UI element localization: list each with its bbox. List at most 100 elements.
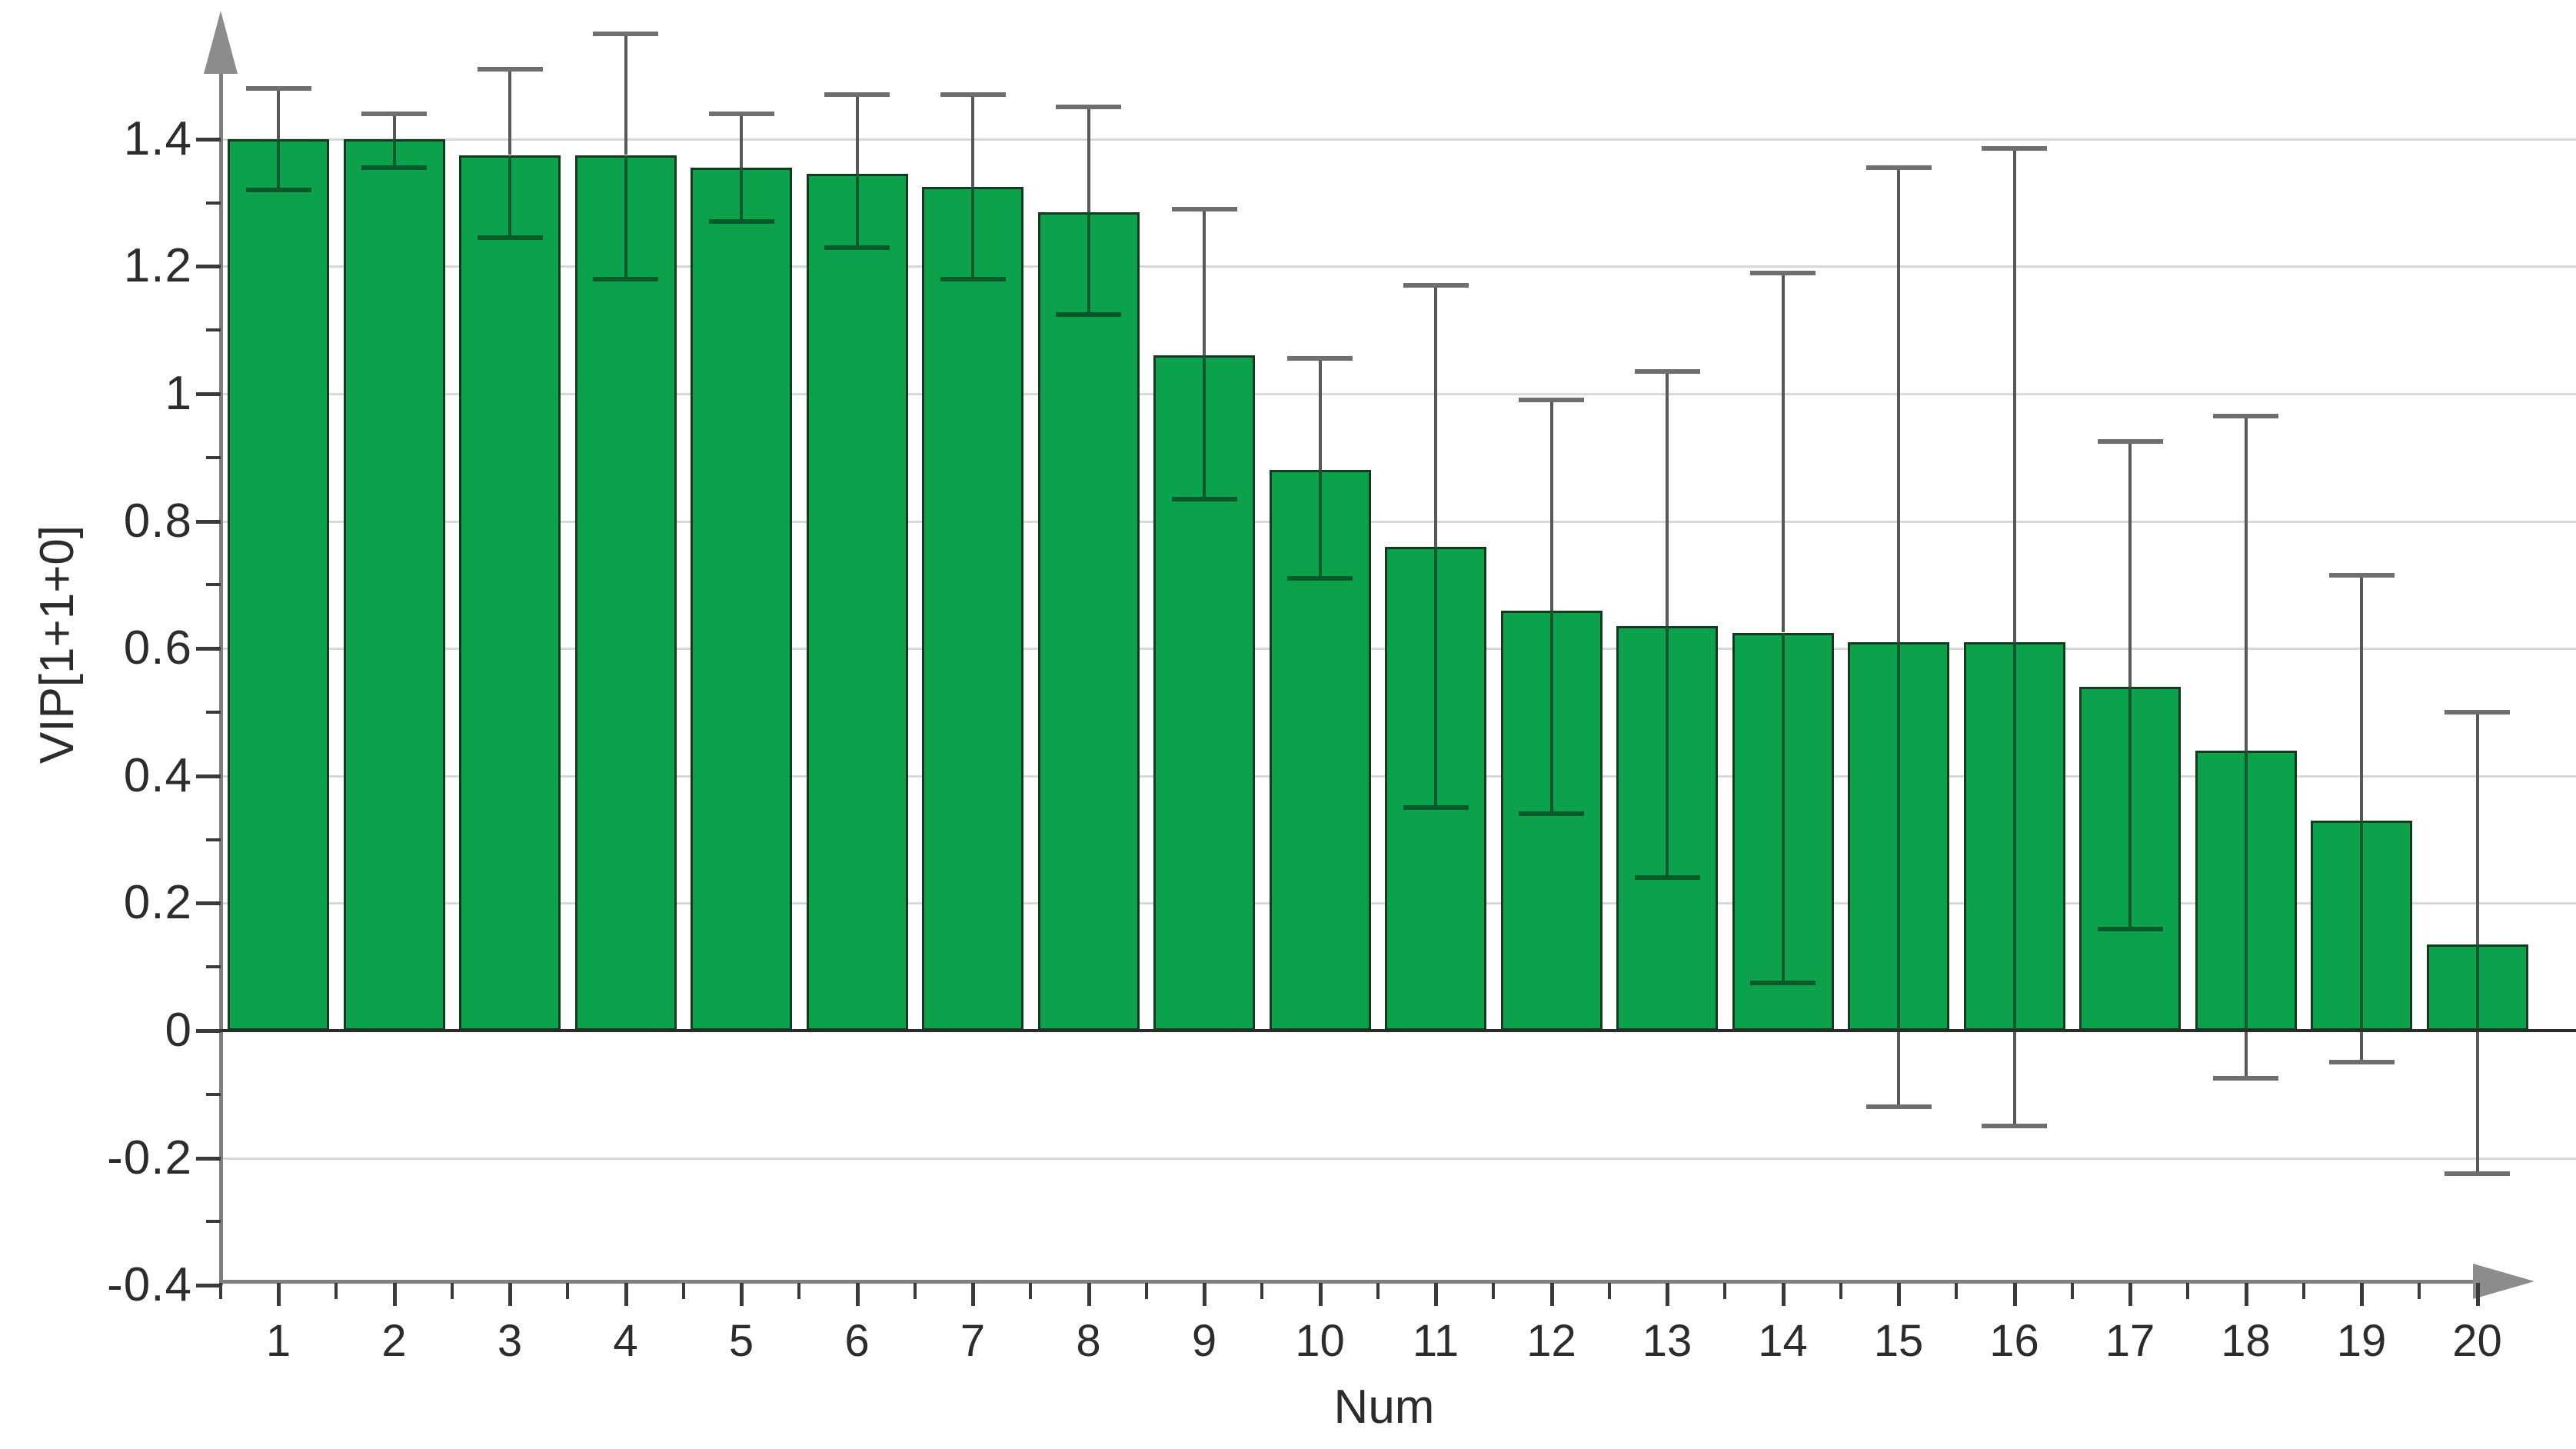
error-bar-cap xyxy=(2097,926,2163,931)
bar[interactable] xyxy=(1153,355,1255,1031)
y-minor-tick xyxy=(206,1220,221,1224)
x-major-tick xyxy=(392,1283,397,1306)
y-tick-label: -0.2 xyxy=(107,1131,192,1184)
bar[interactable] xyxy=(343,138,445,1031)
error-bar-line xyxy=(392,138,396,168)
error-bar-line xyxy=(2244,415,2248,751)
error-bar-line xyxy=(2475,712,2479,945)
error-bar-cap xyxy=(1865,1104,1932,1110)
error-bar-cap xyxy=(2328,1060,2395,1065)
error-bar-line xyxy=(2244,750,2248,1031)
x-tick-label: 1 xyxy=(265,1316,291,1366)
gridline xyxy=(221,138,2576,141)
x-minor-tick xyxy=(1144,1283,1148,1299)
y-minor-tick xyxy=(206,328,221,332)
y-major-tick xyxy=(196,1284,221,1288)
x-minor-tick xyxy=(1955,1283,1959,1299)
error-bar-line xyxy=(855,174,859,248)
y-major-tick xyxy=(196,137,221,142)
error-bar-line xyxy=(508,68,511,155)
y-major-tick xyxy=(196,901,221,906)
error-bar-cap xyxy=(1982,146,2047,152)
x-major-tick xyxy=(855,1283,860,1306)
error-bar-line xyxy=(392,113,396,139)
x-tick-label: 4 xyxy=(613,1316,638,1366)
error-bar-cap xyxy=(361,111,427,116)
x-tick-label: 12 xyxy=(1526,1316,1576,1366)
x-major-tick xyxy=(277,1283,281,1306)
x-minor-tick xyxy=(1723,1283,1727,1299)
x-tick-label: 13 xyxy=(1642,1316,1692,1366)
error-bar-cap xyxy=(1634,369,1700,375)
x-minor-tick xyxy=(2418,1283,2421,1299)
error-bar-cap xyxy=(593,32,658,37)
x-minor-tick xyxy=(2301,1283,2305,1299)
bar[interactable] xyxy=(574,155,677,1031)
error-bar-cap xyxy=(1750,980,1816,985)
bar[interactable] xyxy=(806,174,908,1031)
x-major-tick xyxy=(2360,1283,2364,1306)
error-bar-cap xyxy=(2213,413,2278,418)
error-bar-line xyxy=(2128,686,2132,929)
error-bar-line xyxy=(1087,107,1090,212)
error-bar-line xyxy=(2128,441,2132,687)
bar[interactable] xyxy=(1037,212,1140,1031)
y-tick-label: 1.4 xyxy=(123,112,192,165)
error-bar-cap xyxy=(1634,875,1700,881)
x-major-tick xyxy=(624,1283,628,1306)
error-bar-cap xyxy=(1287,576,1353,581)
error-bar-cap xyxy=(361,165,427,171)
error-bar-cap xyxy=(1519,398,1584,403)
error-bar-cap xyxy=(708,111,774,116)
y-axis-line xyxy=(219,45,223,1285)
error-bar-line xyxy=(855,94,859,175)
y-tick-label: 0.8 xyxy=(123,494,192,548)
error-bar-cap xyxy=(245,188,311,193)
x-major-tick xyxy=(508,1283,512,1306)
error-bar-line xyxy=(740,168,743,222)
y-minor-tick xyxy=(206,965,221,969)
error-bar-cap xyxy=(1750,270,1816,275)
error-bar-line xyxy=(277,138,280,191)
error-bar-cap xyxy=(1865,165,1932,171)
bar[interactable] xyxy=(922,186,1023,1031)
y-major-tick xyxy=(196,1029,221,1033)
error-bar-line xyxy=(1318,358,1322,471)
error-bar-line xyxy=(1434,546,1437,808)
y-major-tick xyxy=(196,519,221,524)
x-major-tick xyxy=(2475,1283,2480,1306)
bar[interactable] xyxy=(691,168,792,1031)
x-minor-tick xyxy=(1492,1283,1496,1299)
y-minor-tick xyxy=(206,838,221,841)
error-bar-line xyxy=(1666,626,1669,878)
x-major-tick xyxy=(971,1283,975,1306)
y-minor-tick xyxy=(206,711,221,714)
x-minor-tick xyxy=(2070,1283,2074,1299)
x-tick-label: 10 xyxy=(1295,1316,1345,1366)
zero-baseline xyxy=(221,1029,2576,1032)
x-major-tick xyxy=(1781,1283,1786,1306)
error-bar-line xyxy=(1318,470,1322,579)
error-bar-cap xyxy=(1171,206,1237,212)
bar[interactable] xyxy=(228,138,329,1031)
x-tick-label: 18 xyxy=(2221,1316,2271,1366)
y-minor-tick xyxy=(206,455,221,459)
x-tick-label: 3 xyxy=(497,1316,523,1366)
error-bar-line xyxy=(1549,400,1553,611)
error-bar-line xyxy=(2475,1031,2479,1174)
x-axis-arrowhead-icon xyxy=(2473,1264,2534,1299)
error-bar-cap xyxy=(2328,572,2395,578)
error-bar-line xyxy=(2360,575,2363,821)
x-minor-tick xyxy=(566,1283,570,1299)
error-bar-line xyxy=(1434,285,1437,547)
x-minor-tick xyxy=(450,1283,454,1299)
x-major-tick xyxy=(1087,1283,1091,1306)
bar[interactable] xyxy=(459,155,561,1031)
error-bar-cap xyxy=(1287,356,1353,361)
x-axis-line xyxy=(219,1280,2473,1284)
y-tick-label: 0.4 xyxy=(123,748,192,802)
x-tick-label: 16 xyxy=(1989,1316,2039,1366)
y-major-tick xyxy=(196,1156,221,1161)
x-minor-tick xyxy=(681,1283,685,1299)
